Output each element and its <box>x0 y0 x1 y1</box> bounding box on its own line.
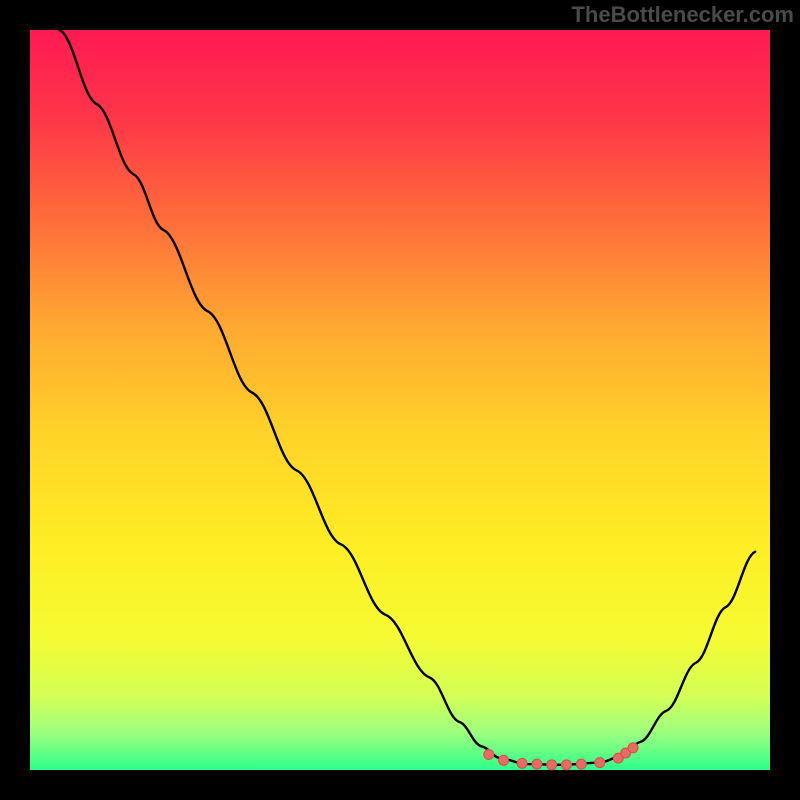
data-marker <box>484 749 494 759</box>
data-marker <box>576 759 586 769</box>
data-marker <box>628 743 638 753</box>
data-marker <box>595 758 605 768</box>
watermark-text: TheBottlenecker.com <box>571 2 794 28</box>
data-marker <box>562 760 572 770</box>
data-marker <box>499 755 509 765</box>
chart-svg <box>0 0 800 800</box>
chart-container: TheBottlenecker.com <box>0 0 800 800</box>
data-marker <box>547 760 557 770</box>
plot-background <box>30 30 770 770</box>
data-marker <box>532 759 542 769</box>
data-marker <box>517 758 527 768</box>
